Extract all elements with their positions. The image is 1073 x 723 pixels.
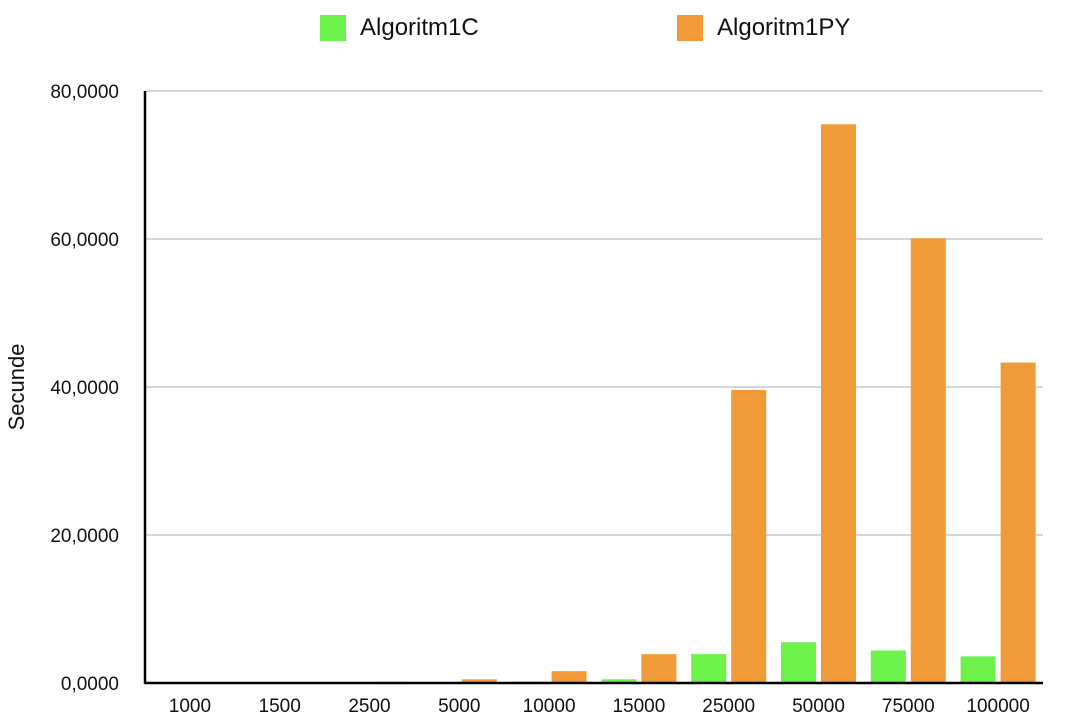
y-tick-label: 20,0000 xyxy=(50,526,119,547)
y-tick-labels: 0,0000 20,0000 40,0000 60,0000 80,0000 xyxy=(50,82,119,695)
x-tick-label: 1500 xyxy=(259,696,301,717)
legend-item-algoritm1py: Algoritm1PY xyxy=(677,14,850,42)
legend-label-algoritm1py: Algoritm1PY xyxy=(717,14,851,41)
bar-algoritm1py-50000 xyxy=(821,124,856,684)
x-tick-label: 5000 xyxy=(438,696,480,717)
bar-algoritm1py-10000 xyxy=(551,671,587,683)
axes xyxy=(143,91,1043,685)
bar-algoritm1c-75000 xyxy=(870,650,906,683)
y-tick-label: 80,0000 xyxy=(50,82,119,103)
legend-swatch-algoritm1py xyxy=(677,15,703,41)
bar-algoritm1c-15000 xyxy=(601,679,637,683)
x-tick-label: 15000 xyxy=(612,696,665,717)
y-tick-label: 0,0000 xyxy=(61,674,119,695)
x-tick-label: 25000 xyxy=(702,696,755,717)
bar-algoritm1c-25000 xyxy=(691,654,727,683)
bar-algoritm1py-15000 xyxy=(641,654,677,683)
bar-algoritm1c-100000 xyxy=(960,656,996,683)
y-tick-label: 60,0000 xyxy=(50,230,119,251)
x-tick-label: 10000 xyxy=(523,696,576,717)
legend-item-algoritm1c: Algoritm1C xyxy=(320,14,479,42)
y-axis-label: Secunde xyxy=(4,344,29,431)
x-tick-labels: 1000 1500 2500 5000 10000 15000 25000 50000 7500… xyxy=(169,696,1030,717)
x-tick-label: 100000 xyxy=(966,696,1029,717)
bars xyxy=(152,124,1036,684)
bar-algoritm1py-25000 xyxy=(731,389,767,683)
x-tick-label: 50000 xyxy=(792,696,845,717)
y-tick-label: 40,0000 xyxy=(50,378,119,399)
legend-swatch-algoritm1c xyxy=(320,15,346,41)
legend-label-algoritm1c: Algoritm1C xyxy=(360,14,479,41)
legend: Algoritm1C Algoritm1PY xyxy=(0,14,1073,50)
x-tick-label: 2500 xyxy=(348,696,390,717)
bar-algoritm1c-50000 xyxy=(781,642,816,683)
x-tick-label: 1000 xyxy=(169,696,211,717)
gridlines xyxy=(145,90,1043,536)
x-tick-label: 75000 xyxy=(882,696,935,717)
bar-algoritm1py-75000 xyxy=(910,238,946,683)
bar-algoritm1py-100000 xyxy=(1000,362,1036,683)
bar-algoritm1py-5000 xyxy=(461,679,497,683)
